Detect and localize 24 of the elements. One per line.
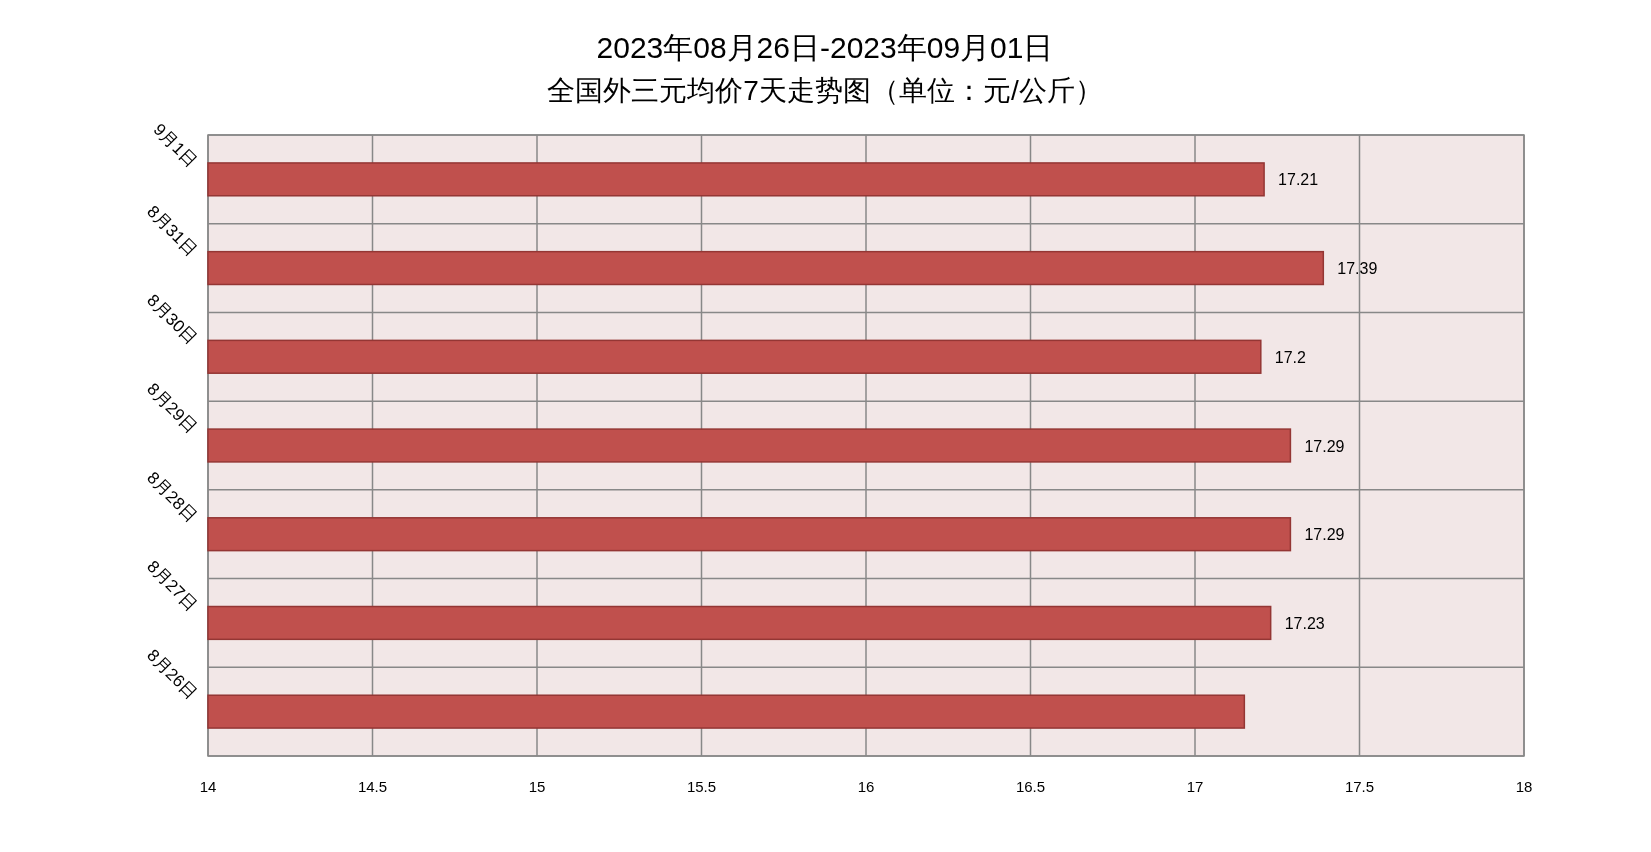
y-tick-label: 8月26日: [143, 645, 201, 704]
y-tick-label: 8月30日: [143, 290, 201, 349]
data-label: 17.39: [1337, 260, 1378, 278]
x-tick-label: 15.5: [686, 778, 717, 795]
data-label: 17.23: [1284, 614, 1325, 632]
data-label: 17.29: [1304, 437, 1345, 455]
data-label: 17.29: [1304, 526, 1345, 544]
x-tick-label: 17: [1186, 778, 1204, 795]
y-tick-label: 8月29日: [143, 379, 201, 437]
x-tick-label: 18: [1515, 778, 1533, 795]
x-tick-label: 14: [199, 778, 217, 795]
x-tick-label: 14.5: [357, 778, 388, 795]
y-tick-label: 8月27日: [143, 556, 201, 615]
x-tick-label: 16.5: [1015, 778, 1046, 795]
y-tick-label: 8月31日: [143, 202, 201, 260]
x-tick-label: 17.5: [1344, 778, 1375, 795]
x-tick-label: 15: [528, 778, 546, 795]
x-tick-label: 16: [857, 778, 875, 795]
data-label: 17.2: [1274, 348, 1307, 366]
chart-subtitle: 全国外三元均价7天走势图（单位：元/公斤）: [547, 75, 1103, 106]
data-label: 17.21: [1278, 171, 1319, 189]
y-tick-label: 9月1日: [149, 119, 201, 171]
y-tick-label: 8月28日: [143, 468, 201, 526]
chart-title: 2023年08月26日-2023年09月01日: [596, 31, 1054, 64]
